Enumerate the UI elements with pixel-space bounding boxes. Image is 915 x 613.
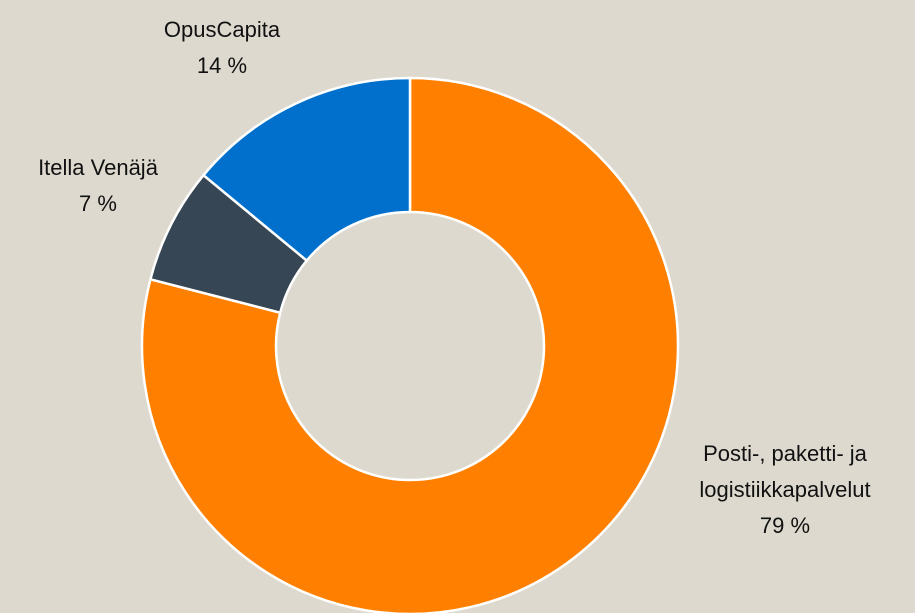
category-label: OpusCapita [163, 17, 281, 42]
donut-segment [201, 76, 412, 263]
category-label: Posti-, paketti- ja logistiikkapalvelut [699, 441, 871, 502]
donut-segment [140, 76, 680, 613]
value-label: 79 % [759, 513, 811, 538]
data-label: Posti-, paketti- ja logistiikkapalvelut … [660, 436, 910, 544]
value-label: 14 % [196, 53, 248, 78]
value-label: 7 % [79, 191, 117, 216]
data-label: Itella Venäjä 7 % [0, 150, 196, 222]
data-label: OpusCapita 14 % [122, 12, 322, 84]
category-label: Itella Venäjä [38, 155, 158, 180]
